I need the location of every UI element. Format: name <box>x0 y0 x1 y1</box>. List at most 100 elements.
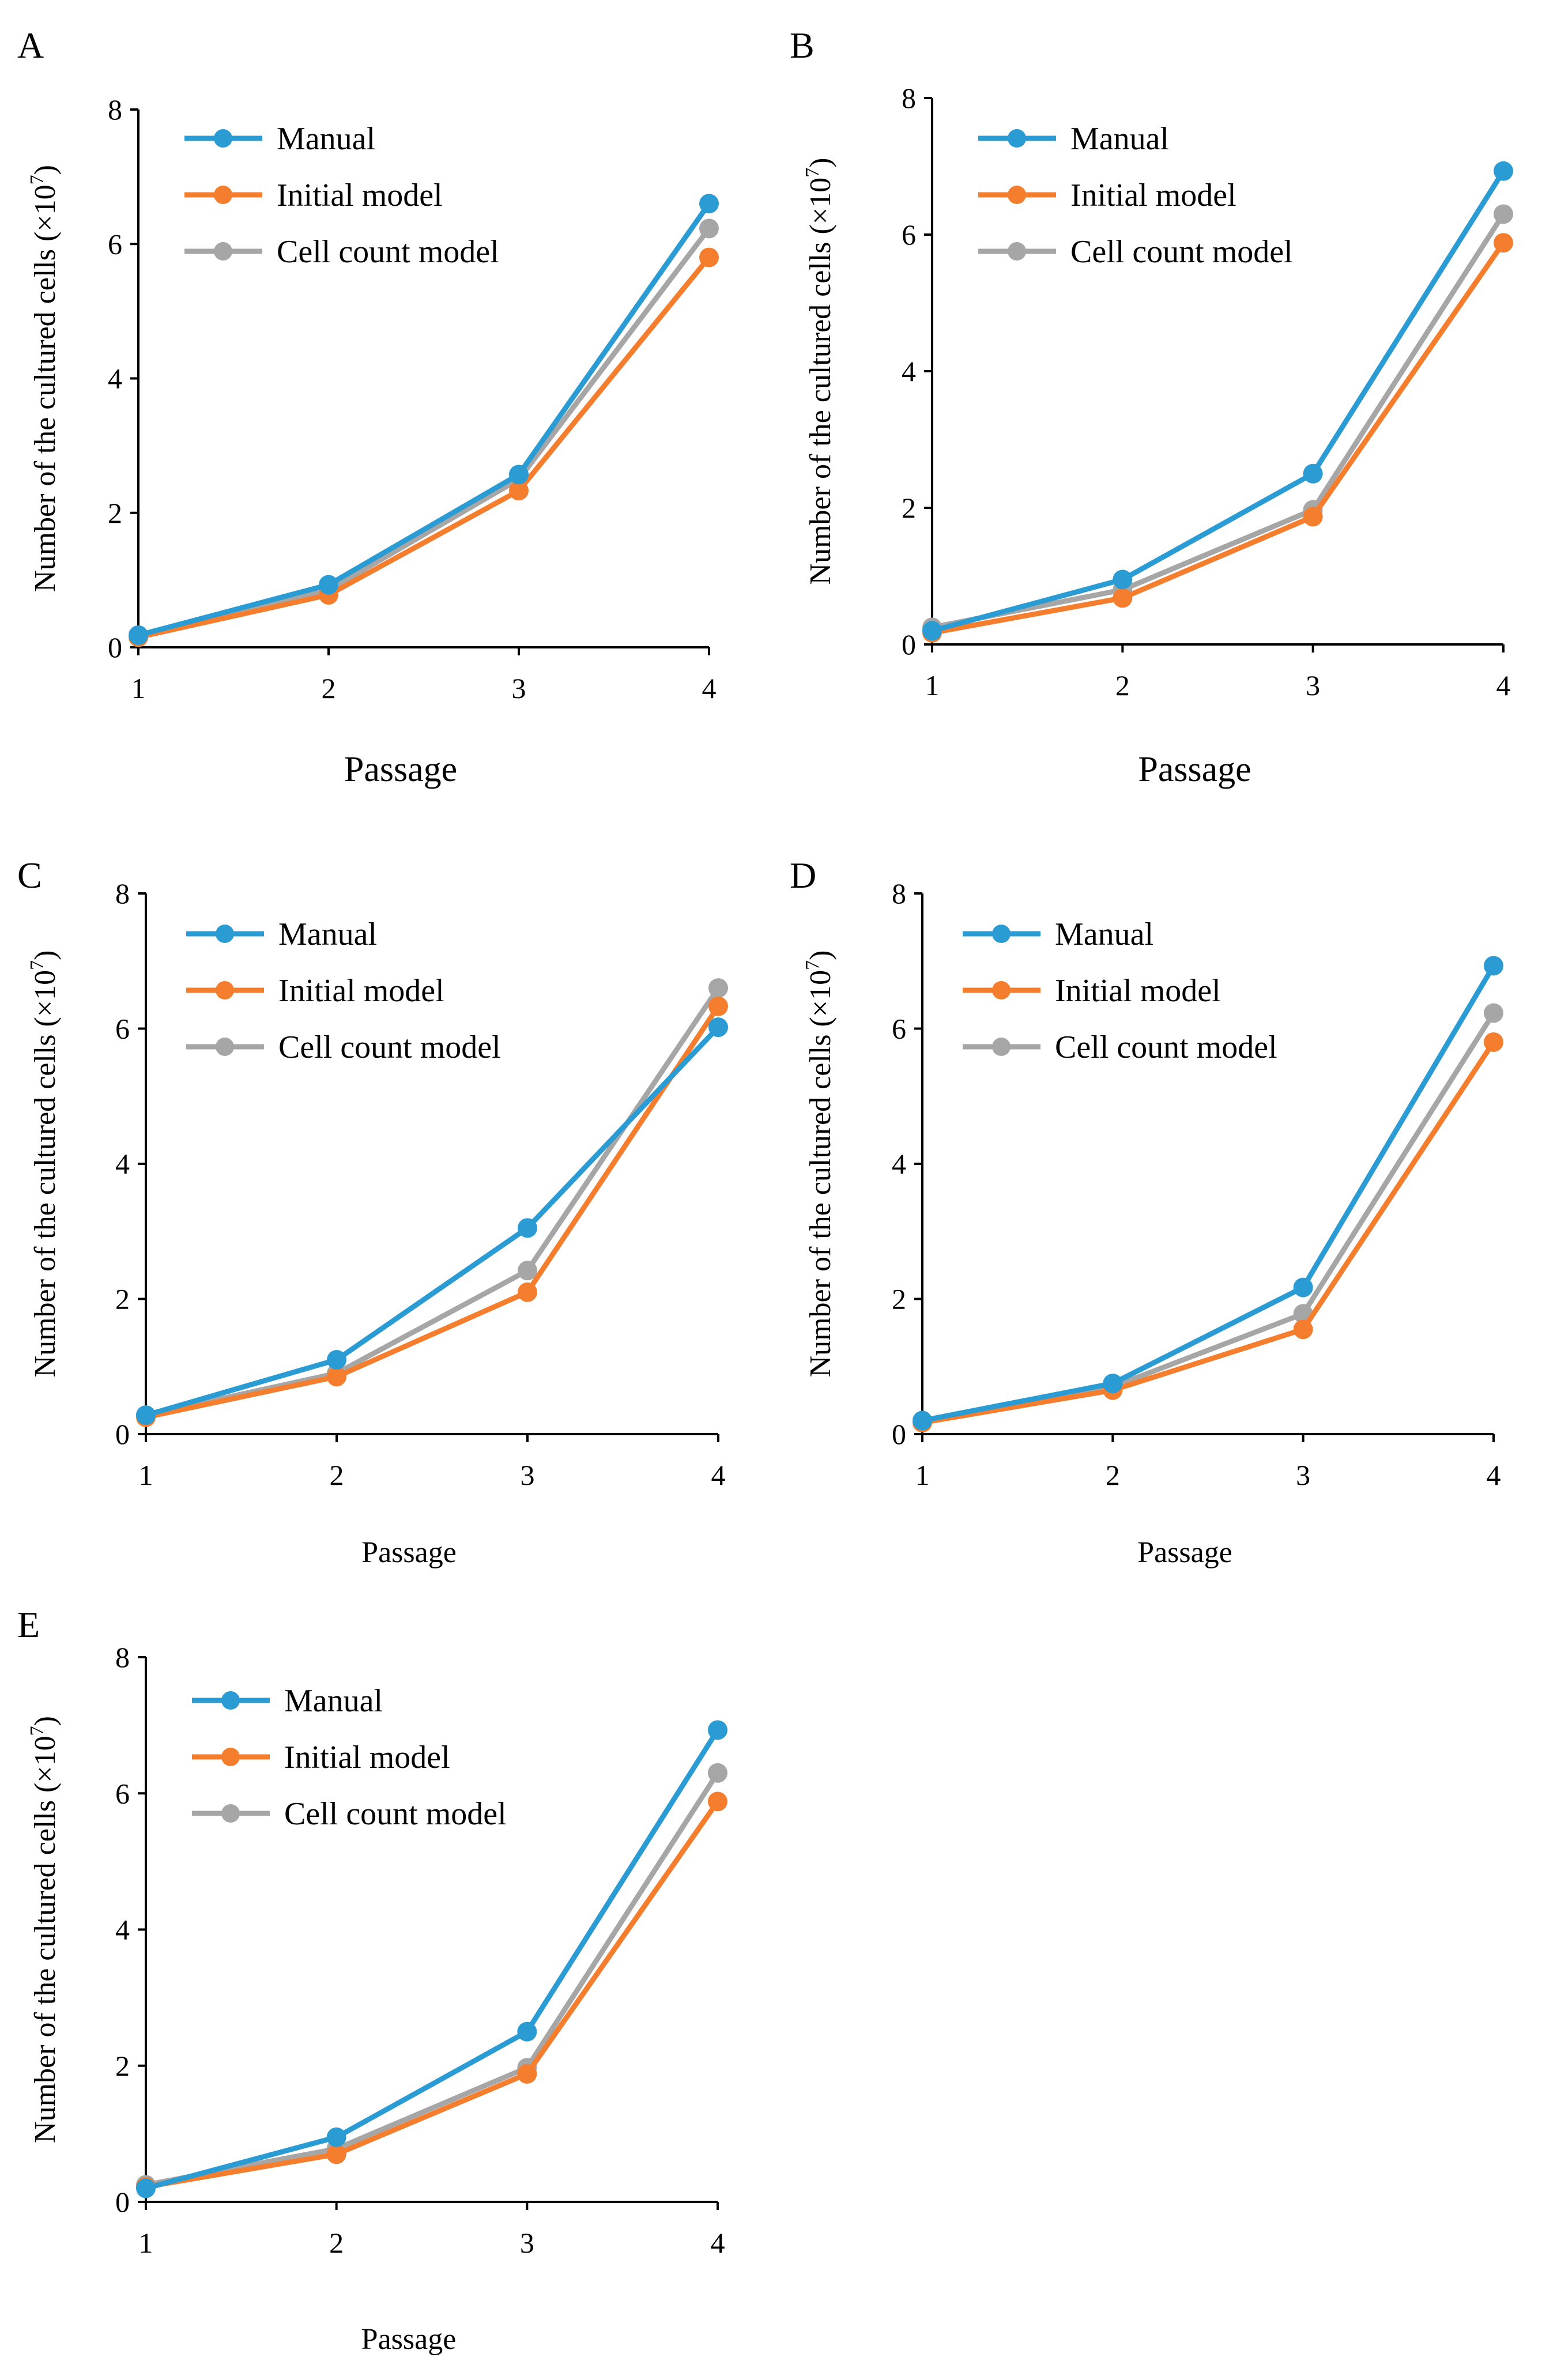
panel-letter: C <box>17 855 42 896</box>
series-line-manual <box>145 1728 720 2191</box>
legend-label: Initial model <box>1055 973 1221 1009</box>
legend-label: Cell count model <box>1070 234 1293 270</box>
legend-swatch-marker <box>214 242 232 261</box>
legend-swatch-marker <box>216 925 234 943</box>
legend-swatch-marker <box>214 129 232 148</box>
y-tick-label: 8 <box>892 877 906 910</box>
data-point-initial-model <box>1113 588 1133 608</box>
y-axis-title-main: Number of the cultured cells (×10 <box>29 184 62 592</box>
legend-swatch-marker <box>992 981 1011 999</box>
data-point-cell-count-model <box>518 1261 537 1281</box>
data-point-initial-model <box>1484 1032 1503 1052</box>
x-tick-label: 1 <box>915 1459 930 1491</box>
series-line-cell-count-model <box>145 1771 720 2187</box>
data-point-manual <box>518 1218 537 1238</box>
data-point-manual <box>327 1350 346 1370</box>
y-tick-label: 4 <box>108 363 122 395</box>
y-axis-title-exponent: 7 <box>27 175 48 184</box>
legend-label: Initial model <box>278 973 444 1009</box>
y-tick-label: 2 <box>115 2050 130 2082</box>
x-tick-label: 2 <box>330 1459 344 1491</box>
x-axis-title: Passage <box>1138 750 1251 789</box>
x-tick-label: 3 <box>1306 669 1320 701</box>
data-point-manual <box>922 621 942 641</box>
y-tick-label: 4 <box>902 355 916 387</box>
y-tick-label: 6 <box>902 218 916 251</box>
data-point-initial-model <box>517 2064 537 2084</box>
x-axis-title: Passage <box>361 1536 457 1569</box>
y-axis-title-main: Number of the cultured cells (×10 <box>29 1736 62 2143</box>
chart-panel-a: A 0 2 4 6 8 1 2 3 4 Passage Number of the cultured … <box>17 25 719 789</box>
y-tick-label: 8 <box>902 82 916 114</box>
y-tick-label: 6 <box>115 1777 130 1809</box>
x-tick-label: 2 <box>1115 669 1130 701</box>
x-axis-title: Passage <box>361 2323 457 2356</box>
y-tick-label: 0 <box>108 631 122 663</box>
chart-panel-d: D 0 2 4 6 8 1 2 3 4 Passage Number of the cultured … <box>790 855 1503 1569</box>
legend-swatch-marker <box>992 1038 1011 1056</box>
x-tick-label: 1 <box>131 672 146 704</box>
legend-swatch-marker <box>1008 186 1026 204</box>
legend-label: Initial model <box>277 178 443 213</box>
panel-letter: D <box>790 855 816 896</box>
x-tick-label: 4 <box>1487 1459 1501 1491</box>
data-point-initial-model <box>327 1367 346 1387</box>
x-axis-title: Passage <box>344 750 457 789</box>
legend-label: Initial model <box>284 1740 450 1775</box>
series-line-initial-model <box>932 241 1506 636</box>
legend-swatch-marker <box>216 1038 234 1056</box>
y-tick-label: 2 <box>108 497 122 529</box>
data-point-manual <box>1494 161 1513 181</box>
y-tick-label: 4 <box>115 1148 130 1180</box>
data-point-manual <box>136 1405 156 1425</box>
legend-label: Initial model <box>1070 178 1236 213</box>
y-axis-title-close: ) <box>804 158 837 168</box>
y-tick-label: 4 <box>115 1914 130 1946</box>
legend-swatch-marker <box>992 925 1011 943</box>
y-axis-title-main: Number of the cultured cells (×10 <box>804 970 837 1378</box>
series-line-manual <box>145 1025 721 1418</box>
y-axis-title: Number of the cultured cells (×107) <box>802 951 837 1378</box>
chart-panel-b: B 0 2 4 6 8 1 2 3 4 Passage Number of the cultured … <box>790 25 1513 789</box>
y-tick-label: 6 <box>115 1013 130 1045</box>
legend-label: Manual <box>284 1683 383 1719</box>
x-axis-title: Passage <box>1137 1536 1232 1569</box>
data-point-manual <box>708 1720 727 1740</box>
y-axis-title-close: ) <box>804 951 837 960</box>
x-tick-label: 2 <box>322 672 336 704</box>
data-point-cell-count-model <box>1484 1003 1503 1023</box>
panel-letter: E <box>17 1604 40 1645</box>
data-point-initial-model <box>708 1791 727 1812</box>
y-tick-label: 2 <box>115 1283 130 1315</box>
x-tick-label: 3 <box>520 2227 534 2259</box>
data-point-manual <box>708 1017 728 1038</box>
y-tick-label: 4 <box>892 1148 906 1180</box>
legend-label: Cell count model <box>284 1796 507 1832</box>
data-point-cell-count-model <box>708 1763 727 1783</box>
legend-label: Cell count model <box>1055 1029 1277 1065</box>
panel-letter: A <box>17 25 44 66</box>
data-point-manual <box>319 575 338 595</box>
x-tick-label: 1 <box>139 2227 153 2259</box>
series-line-cell-count-model <box>932 213 1506 630</box>
legend-label: Manual <box>1055 916 1153 952</box>
legend-swatch-marker <box>1008 242 1026 261</box>
data-point-initial-model <box>699 247 719 267</box>
y-tick-label: 8 <box>115 877 130 910</box>
y-axis-title-close: ) <box>29 165 62 175</box>
data-point-manual <box>913 1410 932 1431</box>
data-point-initial-model <box>518 1282 537 1302</box>
legend-swatch-marker <box>216 981 234 999</box>
x-tick-label: 1 <box>139 1459 153 1491</box>
data-point-initial-model <box>1494 233 1513 253</box>
data-point-manual <box>1293 1277 1313 1298</box>
chart-panel-e: E 0 2 4 6 8 1 2 3 4 Passage Number of the cultured … <box>17 1604 727 2356</box>
x-tick-label: 3 <box>521 1459 535 1491</box>
y-tick-label: 2 <box>892 1283 906 1315</box>
y-axis-title-exponent: 7 <box>27 1726 48 1736</box>
series-line-manual <box>922 964 1496 1423</box>
y-axis-title-exponent: 7 <box>802 168 823 178</box>
series-line-initial-model <box>138 255 711 640</box>
series-line-initial-model <box>145 1800 720 2190</box>
